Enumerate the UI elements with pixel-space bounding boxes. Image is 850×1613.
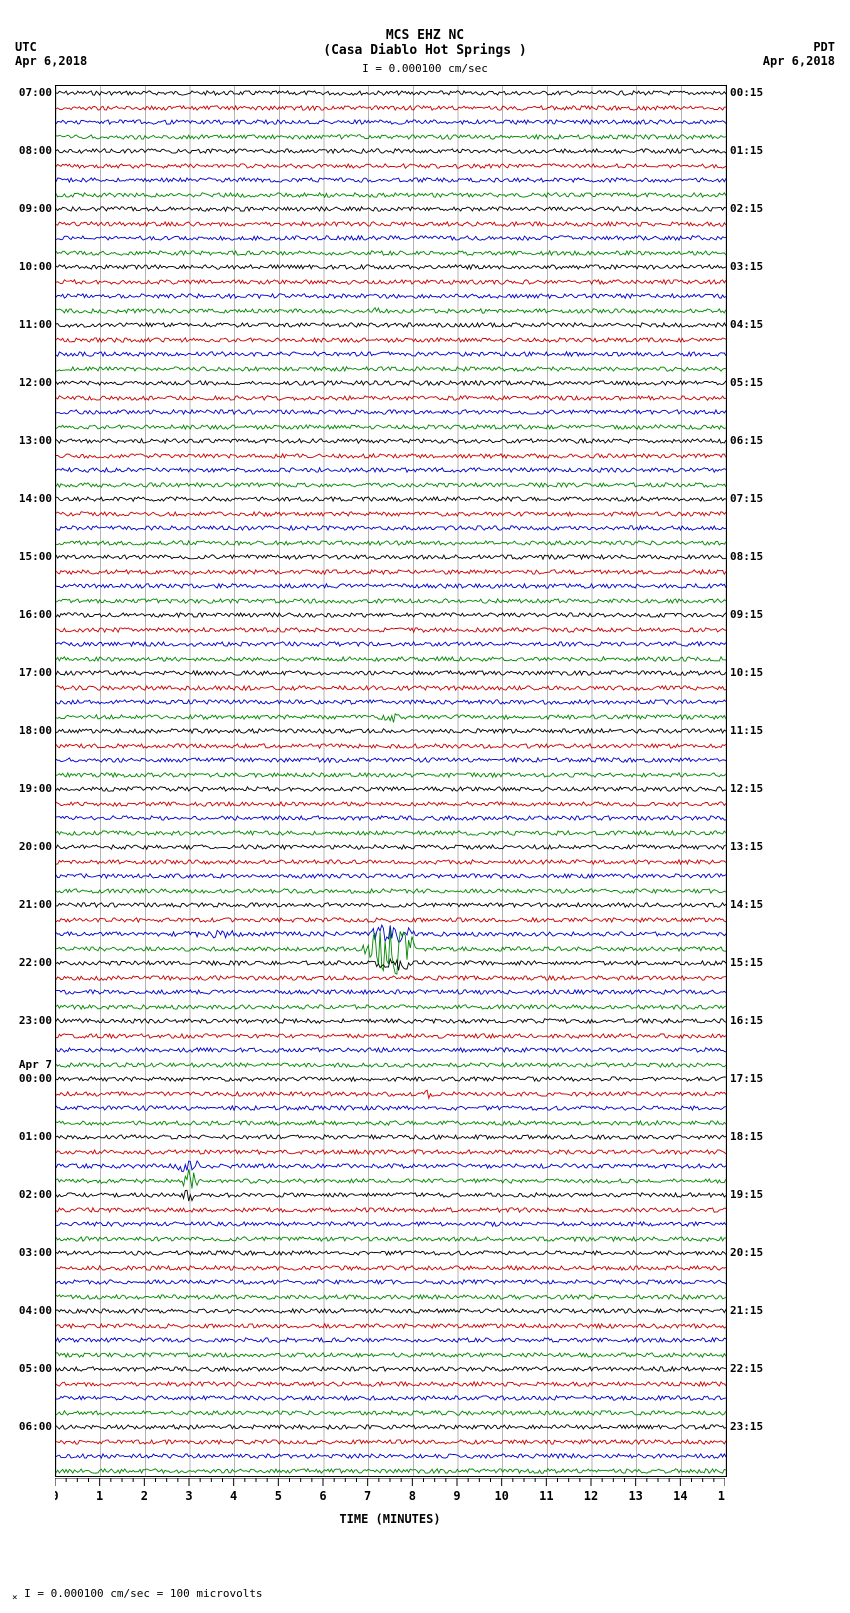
utc-time-label: 04:00 [19, 1304, 52, 1317]
utc-time-label: 17:00 [19, 666, 52, 679]
local-time-label: 01:15 [730, 144, 763, 157]
svg-text:0: 0 [55, 1489, 59, 1503]
svg-text:11: 11 [539, 1489, 553, 1503]
local-time-label: 22:15 [730, 1362, 763, 1375]
utc-time-label: 07:00 [19, 86, 52, 99]
svg-text:15: 15 [718, 1489, 725, 1503]
svg-text:8: 8 [409, 1489, 416, 1503]
scale-legend: 𝙸 = 0.000100 cm/sec [0, 62, 850, 75]
utc-time-label: 20:00 [19, 840, 52, 853]
header: MCS EHZ NC (Casa Diablo Hot Springs ) 𝙸 … [0, 0, 850, 75]
local-time-label: 14:15 [730, 898, 763, 911]
utc-time-label: 15:00 [19, 550, 52, 563]
local-time-label: 19:15 [730, 1188, 763, 1201]
footer-scale-icon: 𝙸 [24, 1587, 31, 1600]
svg-text:7: 7 [364, 1489, 371, 1503]
local-time-label: 12:15 [730, 782, 763, 795]
utc-time-label: 12:00 [19, 376, 52, 389]
local-time-label: 16:15 [730, 1014, 763, 1027]
seismogram-plot: 07:0008:0009:0010:0011:0012:0013:0014:00… [55, 85, 727, 1477]
utc-time-label: 00:00 [19, 1072, 52, 1085]
left-tz-label: UTC [15, 40, 87, 54]
local-time-label: 11:15 [730, 724, 763, 737]
local-time-label: 23:15 [730, 1420, 763, 1433]
local-time-label: 13:15 [730, 840, 763, 853]
svg-text:9: 9 [453, 1489, 460, 1503]
utc-time-label: 08:00 [19, 144, 52, 157]
utc-time-label: 19:00 [19, 782, 52, 795]
svg-text:5: 5 [275, 1489, 282, 1503]
utc-time-label: 16:00 [19, 608, 52, 621]
right-date-label: Apr 6,2018 [763, 54, 835, 68]
station-name: (Casa Diablo Hot Springs ) [0, 43, 850, 58]
local-time-label: 21:15 [730, 1304, 763, 1317]
utc-time-label: 21:00 [19, 898, 52, 911]
left-timezone-block: UTC Apr 6,2018 [15, 40, 87, 68]
utc-time-label: 22:00 [19, 956, 52, 969]
scale-text: = 0.000100 cm/sec [375, 62, 488, 75]
station-code: MCS EHZ NC [0, 28, 850, 43]
local-time-label: 10:15 [730, 666, 763, 679]
svg-text:6: 6 [319, 1489, 326, 1503]
left-date-label: Apr 6,2018 [15, 54, 87, 68]
svg-text:10: 10 [494, 1489, 508, 1503]
utc-time-label: Apr 7 [19, 1058, 52, 1071]
local-time-label: 00:15 [730, 86, 763, 99]
utc-time-label: 10:00 [19, 260, 52, 273]
local-time-label: 17:15 [730, 1072, 763, 1085]
svg-text:2: 2 [141, 1489, 148, 1503]
footer-scale-text: = 0.000100 cm/sec = 100 microvolts [37, 1587, 262, 1600]
utc-time-label: 01:00 [19, 1130, 52, 1143]
utc-time-label: 06:00 [19, 1420, 52, 1433]
utc-time-label: 02:00 [19, 1188, 52, 1201]
right-timezone-block: PDT Apr 6,2018 [763, 40, 835, 68]
local-time-label: 15:15 [730, 956, 763, 969]
local-time-label: 09:15 [730, 608, 763, 621]
local-time-label: 18:15 [730, 1130, 763, 1143]
local-time-label: 03:15 [730, 260, 763, 273]
trace-row [56, 1464, 726, 1479]
utc-time-label: 11:00 [19, 318, 52, 331]
footer-scale: × 𝙸 = 0.000100 cm/sec = 100 microvolts [12, 1587, 263, 1603]
utc-time-label: 18:00 [19, 724, 52, 737]
local-time-label: 05:15 [730, 376, 763, 389]
local-time-label: 20:15 [730, 1246, 763, 1259]
utc-time-label: 03:00 [19, 1246, 52, 1259]
right-tz-label: PDT [763, 40, 835, 54]
svg-text:14: 14 [673, 1489, 687, 1503]
svg-text:4: 4 [230, 1489, 237, 1503]
local-time-label: 08:15 [730, 550, 763, 563]
utc-time-label: 05:00 [19, 1362, 52, 1375]
local-time-label: 07:15 [730, 492, 763, 505]
utc-time-label: 14:00 [19, 492, 52, 505]
svg-text:12: 12 [584, 1489, 598, 1503]
scale-bar-icon: 𝙸 [362, 62, 369, 75]
utc-time-label: 09:00 [19, 202, 52, 215]
x-axis-label: TIME (MINUTES) [55, 1512, 725, 1526]
utc-time-label: 13:00 [19, 434, 52, 447]
seismogram-container: UTC Apr 6,2018 PDT Apr 6,2018 MCS EHZ NC… [0, 0, 850, 1613]
svg-text:13: 13 [628, 1489, 642, 1503]
svg-text:1: 1 [96, 1489, 103, 1503]
local-time-label: 04:15 [730, 318, 763, 331]
utc-time-label: 23:00 [19, 1014, 52, 1027]
local-time-label: 06:15 [730, 434, 763, 447]
local-time-label: 02:15 [730, 202, 763, 215]
svg-text:3: 3 [185, 1489, 192, 1503]
